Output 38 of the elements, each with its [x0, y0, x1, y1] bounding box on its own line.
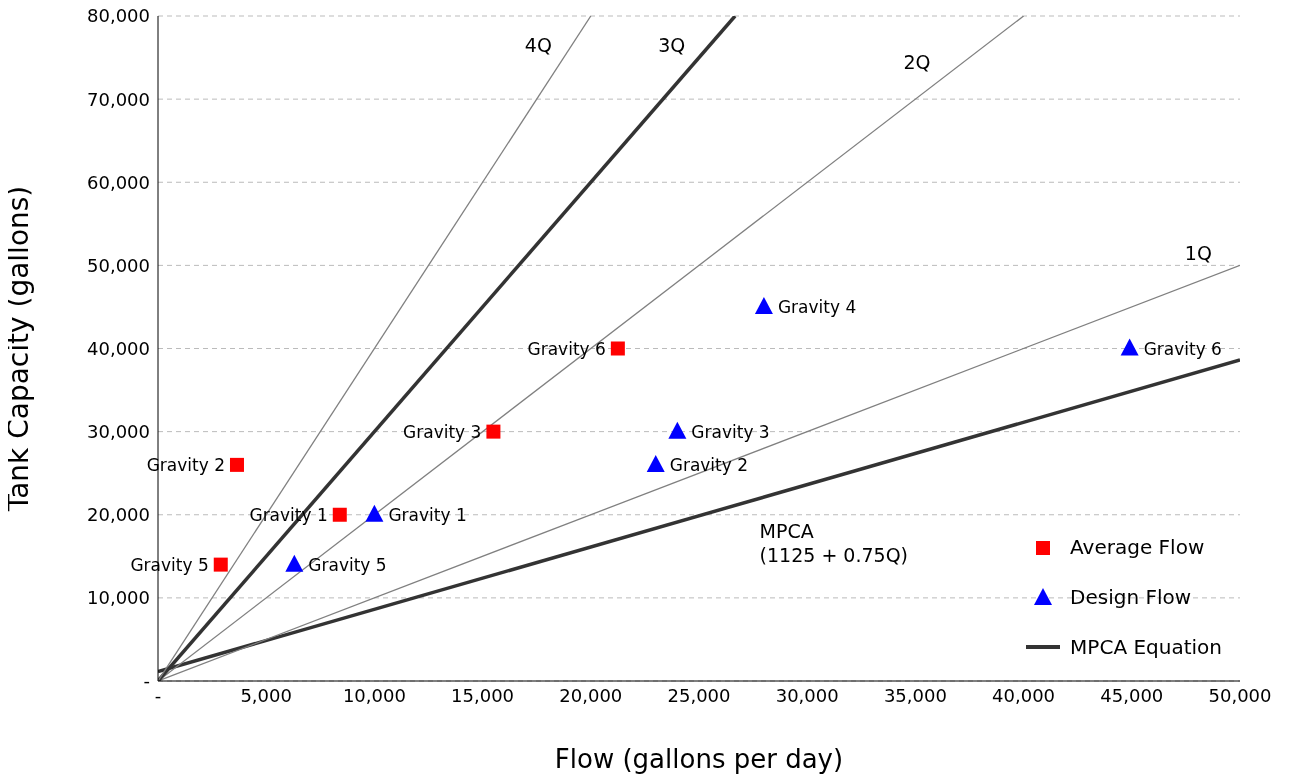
- x-tick-label: 35,000: [883, 684, 947, 706]
- x-tick-label: 40,000: [992, 684, 1056, 706]
- annotation: 4Q: [524, 33, 552, 56]
- legend-label: MPCA Equation: [1070, 635, 1222, 659]
- legend-label: Average Flow: [1070, 535, 1205, 559]
- y-tick-label: 50,000: [87, 254, 150, 276]
- annotation: Gravity 1: [388, 504, 467, 525]
- y-tick-label: 20,000: [87, 504, 150, 526]
- x-axis-title: Flow (gallons per day): [554, 744, 844, 774]
- x-tick-label: 50,000: [1208, 684, 1272, 706]
- x-tick-label: 25,000: [667, 684, 731, 706]
- annotation: Gravity 2: [669, 454, 749, 475]
- annotation: Gravity 5: [308, 554, 387, 575]
- y-tick-label: 60,000: [87, 171, 150, 193]
- annotation: Gravity 3: [403, 421, 482, 442]
- legend-label: Design Flow: [1070, 585, 1192, 609]
- annotation: 2Q: [903, 50, 931, 73]
- y-tick-label: 40,000: [87, 337, 150, 359]
- x-tick-label: 10,000: [342, 684, 406, 706]
- x-tick-label: 45,000: [1100, 684, 1164, 706]
- x-tick-label: 20,000: [559, 684, 623, 706]
- x-tick-label: 30,000: [775, 684, 839, 706]
- annotation: Gravity 5: [130, 554, 209, 575]
- annotation: Gravity 2: [146, 454, 225, 475]
- annotation: 3Q: [658, 33, 686, 56]
- x-tick-label: 15,000: [451, 684, 515, 706]
- annotation: Gravity 3: [691, 421, 770, 442]
- y-tick-label: 80,000: [87, 5, 150, 27]
- annotation: 1Q: [1184, 241, 1212, 264]
- annotation: Gravity 6: [527, 338, 606, 359]
- y-tick-label: 30,000: [87, 421, 150, 443]
- y-tick-label: -: [143, 670, 150, 692]
- annotation: Gravity 4: [777, 296, 857, 317]
- x-tick-label: 5,000: [240, 684, 292, 706]
- y-tick-label: 10,000: [87, 587, 150, 609]
- annotation: MPCA (1125 + 0.75Q): [759, 520, 909, 567]
- y-tick-label: 70,000: [87, 88, 150, 110]
- annotation: Gravity 6: [1143, 338, 1222, 359]
